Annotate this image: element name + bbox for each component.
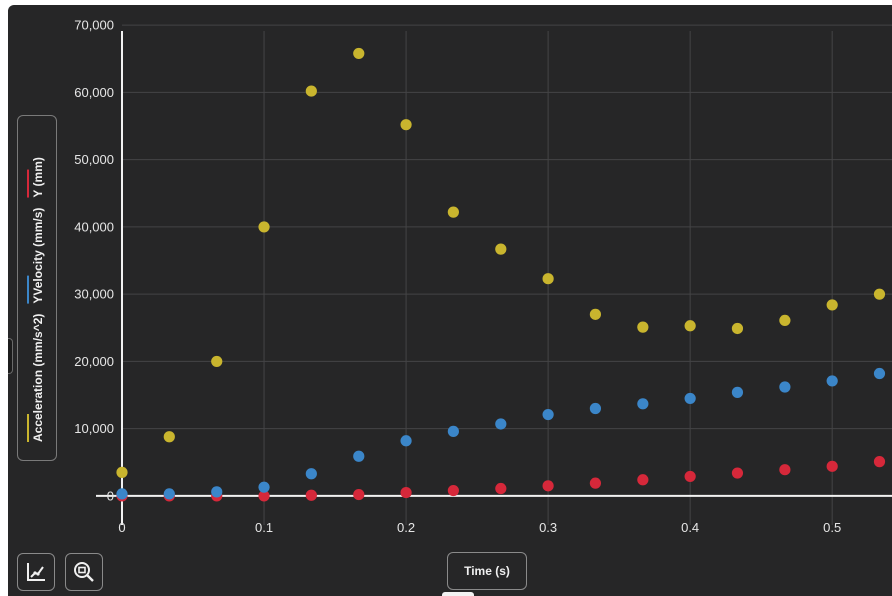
x-tick-label: 0.4 [681,520,699,535]
grid [122,24,892,525]
left-resize-handle[interactable] [8,338,13,374]
data-point-yvelocity[interactable] [542,408,554,421]
y-tick-label: 50,000 [74,152,114,167]
data-point-yvelocity[interactable] [305,468,317,480]
data-point-yvelocity[interactable] [873,367,886,380]
data-point-y[interactable] [542,480,554,492]
data-point-yvelocity[interactable] [684,392,696,405]
data-point-yvelocity[interactable] [637,398,649,410]
data-point-y[interactable] [589,477,602,489]
data-point-acceleration[interactable] [873,288,886,300]
data-point-y[interactable] [826,460,838,472]
data-point-acceleration[interactable] [495,243,507,255]
data-point-y[interactable] [400,486,412,499]
data-point-acceleration[interactable] [400,119,412,131]
zoom-fit-button[interactable] [65,553,103,591]
data-point-yvelocity[interactable] [163,488,175,500]
x-tick-label: 0.1 [255,520,273,535]
data-point-y[interactable] [731,467,744,479]
data-point-acceleration[interactable] [116,466,128,478]
data-point-y[interactable] [305,489,317,501]
y-tick-label: 40,000 [74,219,114,234]
y-tick-label: 60,000 [74,85,114,100]
x-tick-label: 0 [118,520,125,535]
data-point-yvelocity[interactable] [779,381,791,393]
data-point-yvelocity[interactable] [258,481,270,493]
data-point-y[interactable] [637,474,649,486]
chart[interactable]: 0 0.1 0.2 0.3 0.4 0.5 0 10,000 20,000 30,000 40,00… [8,5,892,596]
bottom-resize-handle[interactable] [442,592,474,596]
axes [96,31,892,525]
data-point-acceleration[interactable] [684,320,696,332]
data-point-acceleration[interactable] [542,273,554,285]
tick-labels: 0 0.1 0.2 0.3 0.4 0.5 0 10,000 20,000 30,000 40,00… [74,18,841,535]
data-point-acceleration[interactable] [731,322,744,335]
data-point-y[interactable] [779,464,791,476]
data-point-yvelocity[interactable] [400,435,412,447]
data-point-y[interactable] [873,456,886,468]
legend[interactable]: Acceleration (mm/s^2) YVelocity (mm/s) Y (… [17,115,57,461]
y-tick-label: 30,000 [74,287,114,302]
data-point-acceleration[interactable] [163,431,175,443]
data-point-yvelocity[interactable] [353,450,365,462]
data-points [116,47,886,502]
graph-panel: 0 0.1 0.2 0.3 0.4 0.5 0 10,000 20,000 30,000 40,00… [8,5,892,596]
legend-label: Acceleration (mm/s^2) [31,314,45,442]
zoom-fit-icon [74,562,94,582]
data-point-yvelocity[interactable] [447,425,459,437]
data-point-y[interactable] [684,470,696,483]
axes-icon [27,563,45,581]
y-tick-label: 20,000 [74,354,114,369]
data-point-acceleration[interactable] [826,299,838,311]
data-point-yvelocity[interactable] [589,402,602,415]
data-point-y[interactable] [495,482,507,495]
legend-entries: Acceleration (mm/s^2) YVelocity (mm/s) Y (… [27,157,45,442]
data-point-yvelocity[interactable] [826,375,838,387]
data-point-yvelocity[interactable] [116,488,128,500]
x-tick-label: 0.2 [397,520,415,535]
y-tick-label: 70,000 [74,18,114,33]
x-axis-label-button[interactable]: Time (s) [447,552,527,590]
y-tick-label: 0 [107,488,114,503]
legend-label: Y (mm) [31,157,45,197]
data-point-yvelocity[interactable] [495,418,507,430]
data-point-acceleration[interactable] [447,206,459,218]
axes-settings-button[interactable] [17,553,55,591]
data-point-y[interactable] [447,484,459,497]
x-tick-label: 0.5 [823,520,841,535]
data-point-y[interactable] [258,490,270,502]
data-point-acceleration[interactable] [637,321,649,333]
x-tick-label: 0.3 [539,520,557,535]
data-point-y[interactable] [353,488,365,501]
data-point-acceleration[interactable] [589,308,602,320]
legend-label: YVelocity (mm/s) [31,208,45,304]
data-point-acceleration[interactable] [353,47,365,60]
data-point-yvelocity[interactable] [211,486,223,498]
data-point-acceleration[interactable] [211,355,223,368]
data-point-acceleration[interactable] [305,85,317,97]
y-tick-label: 10,000 [74,421,114,436]
x-axis-label: Time (s) [464,564,510,578]
data-point-acceleration[interactable] [258,221,270,233]
data-point-yvelocity[interactable] [731,386,744,398]
data-point-acceleration[interactable] [779,314,791,327]
